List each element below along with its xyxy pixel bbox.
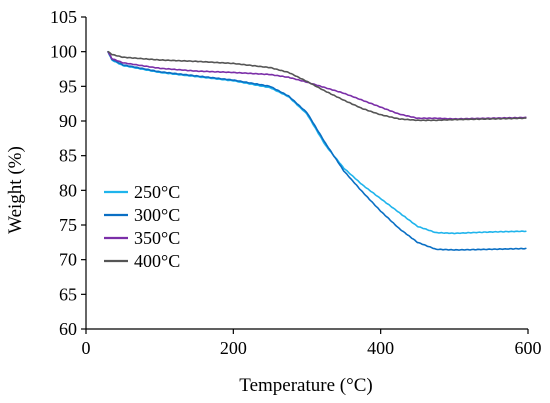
y-tick-label: 85 (59, 146, 77, 166)
series-line-2 (107, 51, 527, 251)
y-tick-label: 60 (59, 319, 77, 339)
x-tick-label: 400 (367, 338, 394, 358)
y-tick-label: 70 (59, 250, 77, 270)
y-tick-label: 80 (59, 180, 77, 200)
legend-label: 400°C (134, 251, 180, 271)
y-tick-label: 100 (50, 42, 77, 62)
y-tick-label: 105 (50, 7, 77, 27)
y-axis-title: Weight (%) (5, 146, 26, 234)
x-axis-title: Temperature (°C) (239, 375, 372, 396)
axes: 60 65 70 75 80 85 90 95 100 105 0 200 400 600 (50, 7, 542, 358)
y-tick-label: 95 (59, 76, 77, 96)
legend: 250°C 300°C 350°C 400°C (104, 182, 180, 271)
series-line-4 (107, 50, 527, 122)
legend-label: 300°C (134, 205, 180, 225)
series-line-3 (107, 51, 527, 120)
y-tick-label: 65 (59, 284, 77, 304)
x-tick-label: 0 (82, 338, 91, 358)
series-layer (107, 50, 527, 251)
y-tick-label: 90 (59, 111, 77, 131)
x-tick-label: 600 (515, 338, 542, 358)
legend-label: 350°C (134, 228, 180, 248)
legend-label: 250°C (134, 182, 180, 202)
x-tick-label: 200 (220, 338, 247, 358)
y-tick-label: 75 (59, 215, 77, 235)
